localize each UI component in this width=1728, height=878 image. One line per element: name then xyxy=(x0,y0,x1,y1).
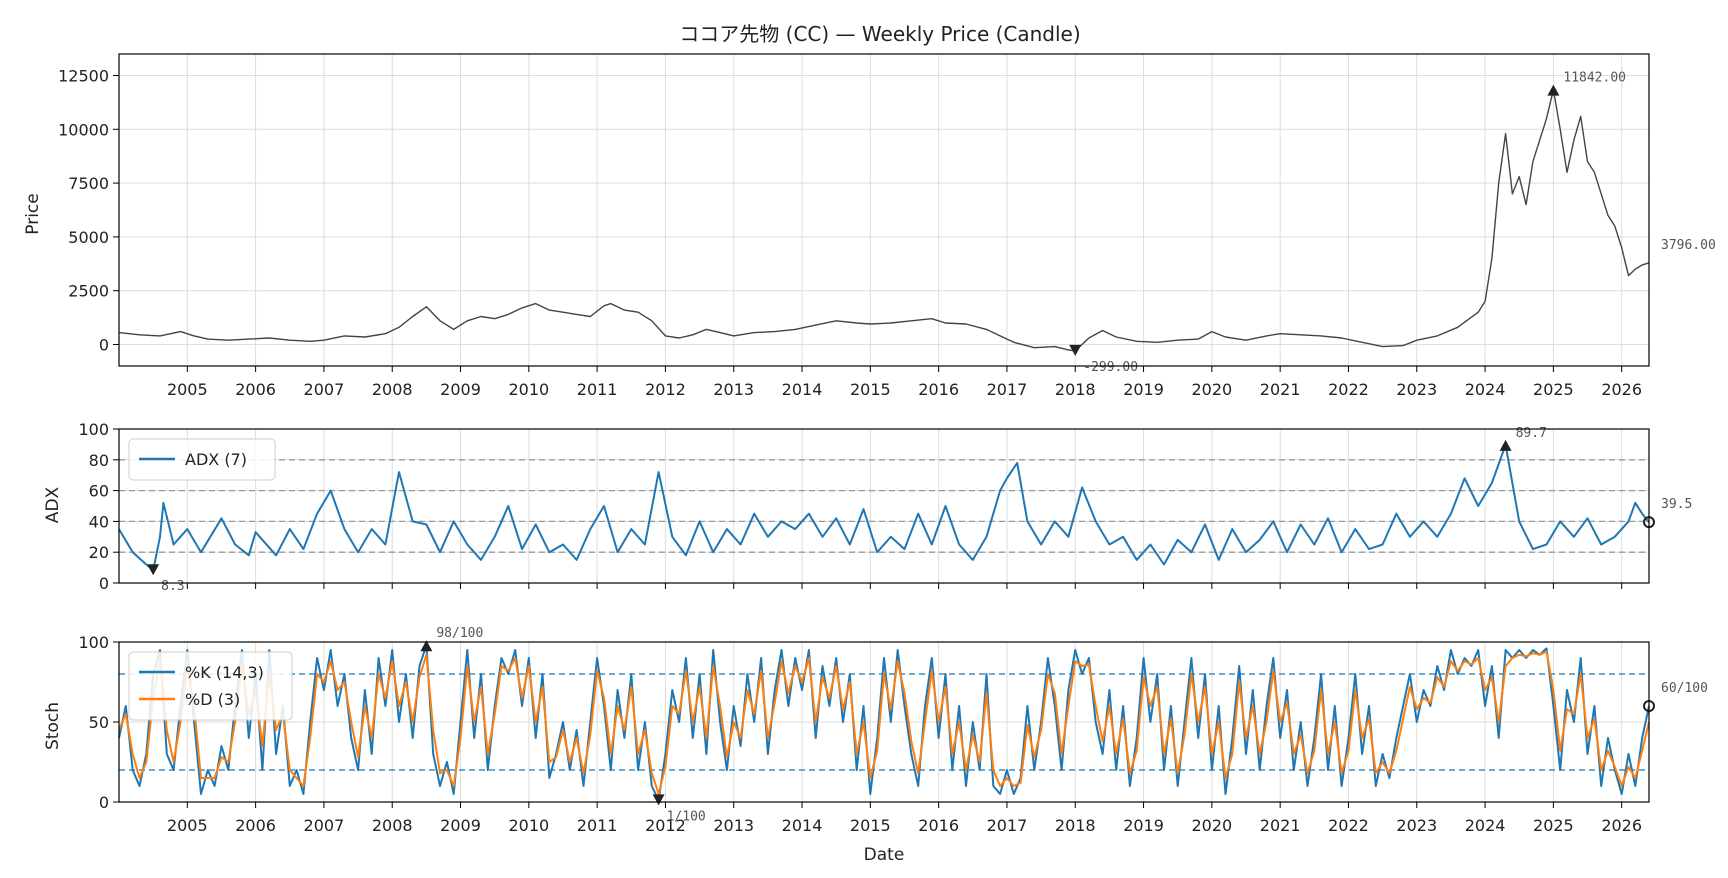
stoch-x-tick-label: 2011 xyxy=(577,816,618,835)
stoch-axis-title: Stoch xyxy=(43,702,63,750)
stoch-x-tick-label: 2020 xyxy=(1191,816,1232,835)
stoch-legend-label: %K (14,3) xyxy=(185,663,264,682)
price-x-tick-label: 2005 xyxy=(167,380,208,399)
stoch-y-tick-label: 0 xyxy=(99,793,109,812)
stoch-annotation-label: 60/100 xyxy=(1661,681,1708,696)
stoch-x-tick-label: 2026 xyxy=(1601,816,1642,835)
stoch-series-line-1 xyxy=(118,650,1650,795)
price-x-tick-label: 2007 xyxy=(304,380,345,399)
price-x-tick-label: 2020 xyxy=(1191,380,1232,399)
price-x-tick-label: 2017 xyxy=(987,380,1028,399)
adx-legend-label: ADX (7) xyxy=(185,450,247,469)
stoch-legend-box xyxy=(128,651,293,721)
adx-annotation-label: 89.7 xyxy=(1516,426,1547,441)
stoch-x-tick-label: 2019 xyxy=(1123,816,1164,835)
price-y-tick-label: 5000 xyxy=(68,228,109,247)
adx-y-tick-label: 0 xyxy=(99,574,109,593)
stoch-x-tick-label: 2021 xyxy=(1260,816,1301,835)
price-x-tick-label: 2024 xyxy=(1465,380,1506,399)
price-y-tick-label: 12500 xyxy=(58,67,109,86)
price-x-tick-label: 2023 xyxy=(1396,380,1437,399)
price-y-tick-label: 7500 xyxy=(68,174,109,193)
adx-axis-title: ADX xyxy=(43,486,63,523)
stoch-annotation-label: 98/100 xyxy=(436,626,483,641)
stoch-series-line-0 xyxy=(118,644,1650,802)
price-x-tick-label: 2009 xyxy=(440,380,481,399)
stoch-x-tick-label: 2008 xyxy=(372,816,413,835)
price-x-tick-label: 2019 xyxy=(1123,380,1164,399)
x-axis-title: Date xyxy=(864,845,905,865)
price-x-tick-label: 2010 xyxy=(508,380,549,399)
price-y-tick-label: 10000 xyxy=(58,120,109,139)
price-panel: 11842.00 -299.00 3796.00 0 2500 5000 7500 10000… xyxy=(58,53,1716,399)
stoch-x-tick-label: 2007 xyxy=(304,816,345,835)
stoch-x-tick-label: 2022 xyxy=(1328,816,1369,835)
adx-annotation-label: 39.5 xyxy=(1661,497,1692,512)
adx-y-tick-label: 100 xyxy=(78,420,109,439)
price-annotation-label: -299.00 xyxy=(1083,360,1138,375)
stoch-x-tick-label: 2024 xyxy=(1465,816,1506,835)
price-x-tick-label: 2006 xyxy=(235,380,276,399)
price-min-marker xyxy=(1069,344,1082,356)
price-x-tick-label: 2015 xyxy=(850,380,891,399)
price-y-tick-label: 2500 xyxy=(68,282,109,301)
price-x-tick-label: 2012 xyxy=(645,380,686,399)
adx-legend: ADX (7) xyxy=(128,438,276,481)
price-x-tick-label: 2022 xyxy=(1328,380,1369,399)
price-x-tick-label: 2025 xyxy=(1533,380,1574,399)
adx-y-tick-label: 80 xyxy=(89,451,109,470)
chart-title: ココア先物 (CC) — Weekly Price (Candle) xyxy=(679,22,1080,46)
stoch-max-marker xyxy=(420,640,433,652)
price-x-tick-label: 2026 xyxy=(1601,380,1642,399)
price-max-marker xyxy=(1547,84,1560,96)
stoch-x-tick-label: 2023 xyxy=(1396,816,1437,835)
price-y-tick-label: 0 xyxy=(99,335,109,354)
price-x-tick-label: 2016 xyxy=(918,380,959,399)
adx-annotation-label: 8.3 xyxy=(161,579,184,594)
stoch-x-tick-label: 2017 xyxy=(987,816,1028,835)
stoch-x-tick-label: 2013 xyxy=(713,816,754,835)
stoch-x-tick-label: 2009 xyxy=(440,816,481,835)
stoch-x-tick-label: 2012 xyxy=(645,816,686,835)
stoch-y-tick-label: 50 xyxy=(89,713,109,732)
adx-y-tick-label: 20 xyxy=(89,543,109,562)
stoch-x-tick-label: 2025 xyxy=(1533,816,1574,835)
stoch-x-tick-label: 2010 xyxy=(508,816,549,835)
stoch-x-tick-label: 2018 xyxy=(1055,816,1096,835)
stoch-min-marker xyxy=(652,794,665,806)
price-series-line-0 xyxy=(118,89,1650,352)
stoch-x-tick-label: 2016 xyxy=(918,816,959,835)
adx-min-marker xyxy=(147,564,160,576)
stoch-legend: %K (14,3) %D (3) xyxy=(128,651,293,721)
adx-legend-box xyxy=(128,438,276,481)
price-annotation-label: 3796.00 xyxy=(1661,238,1716,253)
adx-y-tick-label: 60 xyxy=(89,482,109,501)
price-x-tick-label: 2011 xyxy=(577,380,618,399)
price-x-tick-label: 2018 xyxy=(1055,380,1096,399)
price-x-tick-label: 2021 xyxy=(1260,380,1301,399)
adx-panel: 89.7 8.3 39.5 0 20 40 60 80 100 ADX (7) xyxy=(78,420,1692,594)
stoch-legend-label: %D (3) xyxy=(185,690,240,709)
stoch-x-tick-label: 2005 xyxy=(167,816,208,835)
stoch-panel: 98/100 1/100 60/100 0 50 100 2005 2006 2007 2008 2… xyxy=(78,626,1708,835)
stoch-y-tick-label: 100 xyxy=(78,633,109,652)
price-x-tick-label: 2014 xyxy=(782,380,823,399)
adx-frame xyxy=(118,428,1650,584)
price-axis-title: Price xyxy=(23,193,43,234)
adx-max-marker xyxy=(1499,439,1512,451)
stoch-x-tick-label: 2006 xyxy=(235,816,276,835)
stoch-x-tick-label: 2014 xyxy=(782,816,823,835)
price-annotation-label: 11842.00 xyxy=(1563,71,1626,86)
stoch-annotation-label: 1/100 xyxy=(667,809,706,824)
adx-y-tick-label: 40 xyxy=(89,512,109,531)
stoch-x-tick-label: 2015 xyxy=(850,816,891,835)
price-x-tick-label: 2013 xyxy=(713,380,754,399)
price-frame xyxy=(118,53,1650,367)
adx-series-line-0 xyxy=(118,443,1650,572)
price-x-tick-label: 2008 xyxy=(372,380,413,399)
